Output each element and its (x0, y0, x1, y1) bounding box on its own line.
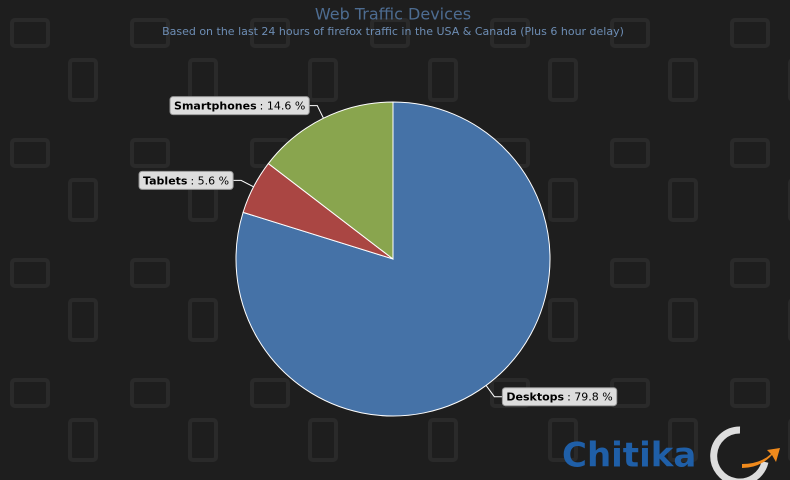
connector (309, 105, 324, 119)
data-label: Tablets: 5.6 % (143, 174, 229, 187)
label-value: : 14.6 % (260, 100, 306, 113)
label-box (501, 387, 618, 407)
data-label: Desktops: 79.8 % (506, 391, 612, 404)
label-box (138, 170, 234, 190)
label-box (169, 96, 310, 116)
label-name: Tablets (143, 174, 188, 187)
pie-slice (267, 101, 394, 261)
connector (485, 385, 503, 398)
chart-subtitle: Based on the last 24 hours of firefox tr… (162, 25, 624, 38)
logo-globe (710, 426, 769, 480)
label-value: : 5.6 % (190, 174, 229, 187)
connector (233, 179, 254, 188)
pie: Desktops: 79.8 % Tablets: 5.6 % Smartphone… (138, 96, 618, 417)
logo: Chitika (562, 426, 780, 480)
label-name: Desktops (506, 391, 564, 404)
chart-title: Web Traffic Devices (315, 5, 471, 24)
logo-text: Chitika (562, 436, 696, 476)
label-value: : 79.8 % (567, 391, 613, 404)
data-label: Smartphones: 14.6 % (174, 100, 305, 113)
logo-arrow (742, 448, 780, 468)
label-name: Smartphones (174, 100, 257, 113)
